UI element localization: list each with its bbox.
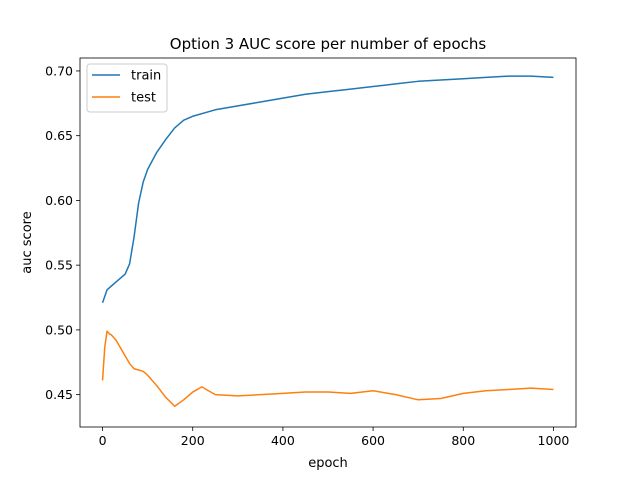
legend-label-test: test: [131, 91, 156, 106]
y-tick-label: 0.70: [45, 63, 73, 78]
series-line-train: [101, 75, 554, 303]
x-axis-label: epoch: [308, 456, 348, 471]
y-axis: 0.45 0.50 0.55 0.60 0.65 0.70: [45, 63, 80, 402]
chart-title: Option 3 AUC score per number of epochs: [170, 35, 487, 53]
x-tick-label: 800: [451, 433, 475, 448]
legend-box: [86, 63, 168, 113]
x-tick-label: 200: [181, 433, 205, 448]
x-tick-label: 1000: [538, 433, 570, 448]
x-tick-label: 600: [361, 433, 385, 448]
y-tick-label: 0.65: [45, 128, 73, 143]
y-tick-label: 0.50: [45, 322, 73, 337]
legend: train test: [86, 63, 168, 113]
series-layer: [101, 75, 554, 408]
y-tick-label: 0.45: [45, 387, 73, 402]
x-tick-label: 400: [271, 433, 295, 448]
plot-frame: [79, 57, 577, 428]
y-axis-label: auc score: [20, 211, 35, 273]
series-line-test: [101, 330, 554, 408]
legend-label-train: train: [131, 69, 161, 84]
x-axis: 0 200 400 600 800 1000: [99, 427, 570, 448]
y-tick-label: 0.55: [45, 258, 73, 273]
x-tick-label: 0: [99, 433, 107, 448]
y-tick-label: 0.60: [45, 193, 73, 208]
